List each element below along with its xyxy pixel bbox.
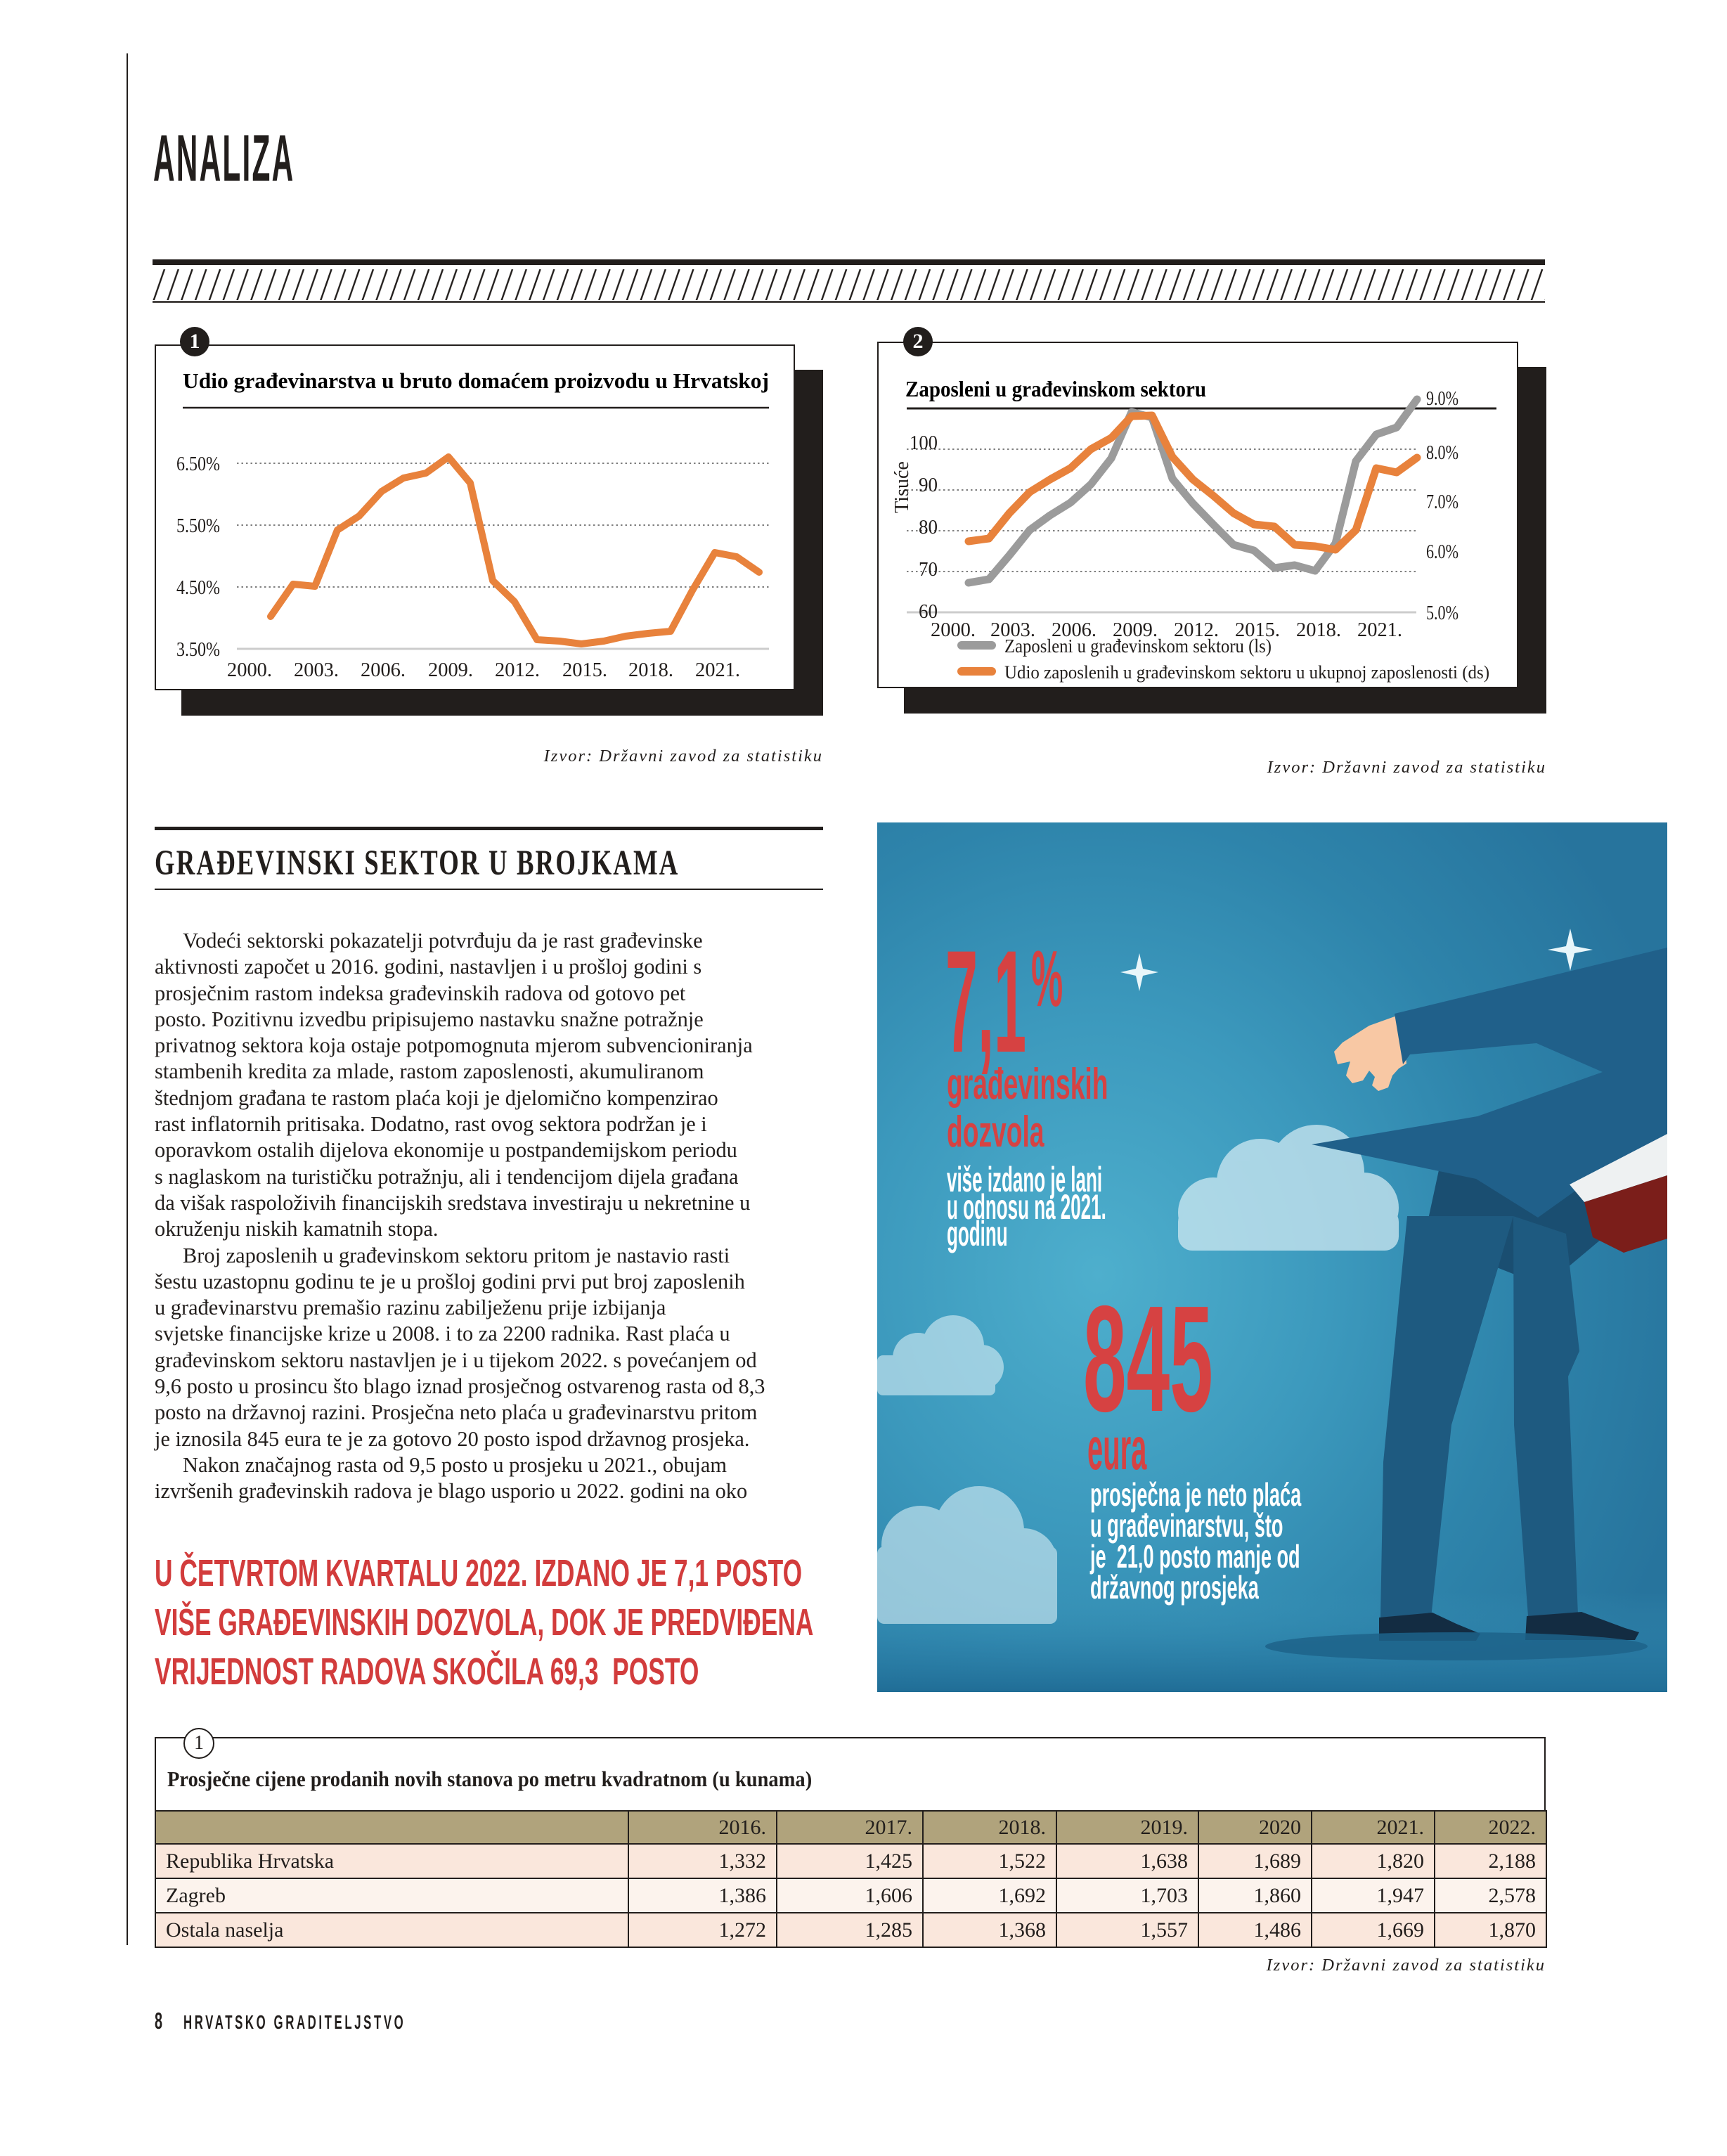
svg-text:2006.: 2006. (361, 659, 406, 681)
svg-text:2006.: 2006. (1052, 619, 1097, 641)
svg-text:2015.: 2015. (1235, 619, 1280, 641)
svg-text:2012.: 2012. (1174, 619, 1219, 641)
svg-text:Zaposleni u građevinskom sekto: Zaposleni u građevinskom sektoru (905, 376, 1206, 401)
svg-text:8.0%: 8.0% (1426, 441, 1458, 464)
svg-text:Udio zaposlenih u građevinskom: Udio zaposlenih u građevinskom sektoru u… (1004, 661, 1489, 683)
svg-text:70: 70 (919, 558, 938, 581)
svg-text:Udio građevinarstva u bruto do: Udio građevinarstva u bruto domaćem proi… (183, 368, 769, 393)
svg-text:7.0%: 7.0% (1426, 491, 1458, 513)
svg-text:2009.: 2009. (1113, 619, 1158, 641)
svg-text:3.50%: 3.50% (176, 638, 220, 661)
svg-text:2003.: 2003. (990, 619, 1035, 641)
svg-text:2012.: 2012. (495, 659, 540, 681)
svg-text:5.50%: 5.50% (176, 515, 220, 537)
svg-text:2003.: 2003. (294, 659, 339, 681)
svg-text:2015.: 2015. (562, 659, 607, 681)
svg-text:6.50%: 6.50% (176, 453, 220, 475)
svg-text:Tisuće: Tisuće (891, 461, 913, 513)
svg-text:90: 90 (919, 474, 938, 496)
svg-text:2018.: 2018. (628, 659, 673, 681)
svg-text:2018.: 2018. (1296, 619, 1341, 641)
svg-text:6.0%: 6.0% (1426, 541, 1458, 563)
svg-text:4.50%: 4.50% (176, 576, 220, 599)
svg-text:2000.: 2000. (227, 659, 272, 681)
svg-text:100: 100 (910, 432, 938, 454)
svg-text:2021.: 2021. (695, 659, 740, 681)
svg-text:80: 80 (919, 516, 938, 538)
svg-text:Zaposleni u građevinskom sekto: Zaposleni u građevinskom sektoru (ls) (1004, 635, 1272, 657)
svg-text:5.0%: 5.0% (1426, 602, 1458, 624)
svg-text:2009.: 2009. (428, 659, 473, 681)
svg-text:60: 60 (919, 600, 938, 623)
svg-text:2021.: 2021. (1357, 619, 1402, 641)
svg-text:9.0%: 9.0% (1426, 387, 1458, 410)
svg-text:2000.: 2000. (931, 619, 976, 641)
